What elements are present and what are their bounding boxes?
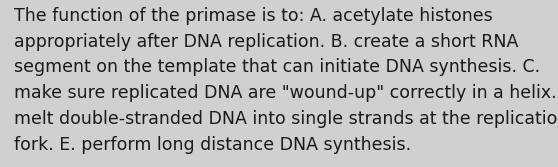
- Text: fork. E. perform long distance DNA synthesis.: fork. E. perform long distance DNA synth…: [14, 136, 411, 154]
- Text: make sure replicated DNA are "wound-up" correctly in a helix. D.: make sure replicated DNA are "wound-up" …: [14, 84, 558, 102]
- Text: appropriately after DNA replication. B. create a short RNA: appropriately after DNA replication. B. …: [14, 33, 518, 51]
- Text: The function of the primase is to: A. acetylate histones: The function of the primase is to: A. ac…: [14, 7, 493, 25]
- Text: melt double-stranded DNA into single strands at the replication: melt double-stranded DNA into single str…: [14, 110, 558, 128]
- Text: segment on the template that can initiate DNA synthesis. C.: segment on the template that can initiat…: [14, 58, 540, 76]
